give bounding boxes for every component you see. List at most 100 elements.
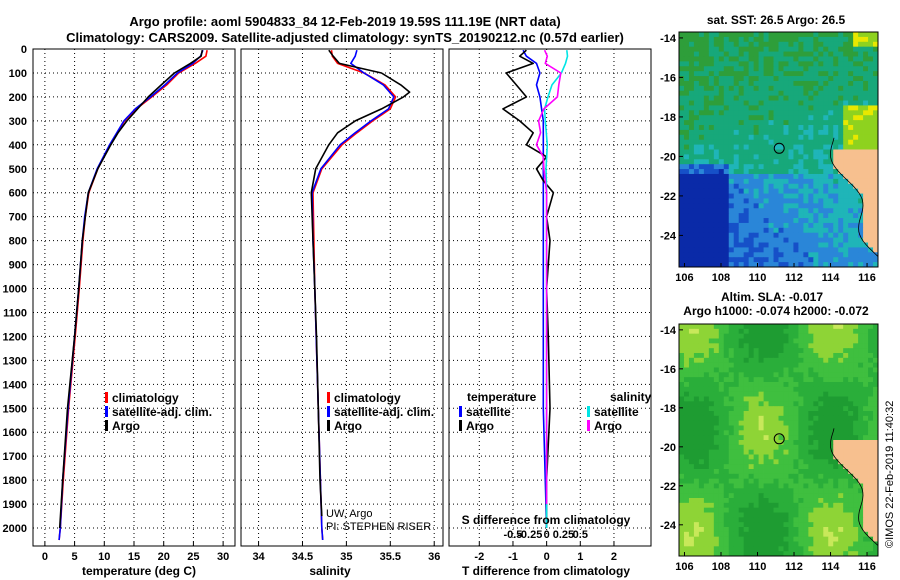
map-cell bbox=[818, 227, 824, 234]
map-cell bbox=[823, 328, 829, 335]
map-cell bbox=[733, 502, 740, 509]
map-cell bbox=[763, 333, 769, 339]
map-cell bbox=[688, 411, 695, 417]
map-cell bbox=[803, 449, 809, 455]
map-cell bbox=[823, 430, 829, 436]
map-cell bbox=[718, 435, 725, 441]
map-cell bbox=[863, 396, 869, 402]
map-cell bbox=[838, 372, 844, 378]
difference-grid bbox=[449, 49, 651, 546]
map-cell bbox=[708, 46, 715, 52]
map-cell bbox=[853, 464, 859, 470]
map-cell bbox=[818, 478, 824, 484]
map-cell bbox=[848, 164, 854, 170]
map-cell bbox=[868, 435, 874, 441]
map-cell bbox=[748, 71, 755, 77]
map-cell bbox=[793, 95, 799, 101]
map-cell bbox=[718, 498, 725, 504]
map-cell bbox=[768, 338, 774, 344]
map-cell bbox=[853, 353, 859, 359]
map-cell bbox=[828, 139, 834, 146]
map-cell bbox=[873, 252, 878, 258]
map-cell bbox=[763, 512, 769, 518]
map-cell bbox=[868, 512, 874, 518]
map-cell bbox=[683, 411, 690, 417]
map-cell bbox=[783, 32, 789, 38]
map-cell bbox=[768, 353, 774, 359]
map-cell bbox=[693, 169, 700, 175]
map-cell bbox=[778, 343, 784, 349]
map-cell bbox=[688, 232, 695, 239]
map-cell bbox=[763, 415, 769, 422]
map-cell bbox=[713, 522, 720, 528]
map-cell bbox=[843, 178, 849, 185]
map-cell bbox=[679, 120, 685, 126]
map-cell bbox=[868, 522, 874, 528]
map-cell bbox=[733, 338, 740, 344]
map-cell bbox=[778, 41, 784, 48]
map-cell bbox=[803, 144, 809, 150]
map-cell bbox=[818, 144, 824, 150]
map-cell bbox=[753, 237, 760, 243]
map-cell bbox=[798, 382, 804, 388]
map-cell bbox=[753, 507, 760, 513]
map-cell bbox=[828, 464, 834, 470]
map-cell bbox=[778, 208, 784, 214]
map-cell bbox=[813, 159, 819, 165]
map-cell bbox=[833, 411, 839, 417]
map-cell bbox=[728, 546, 735, 552]
map-cell bbox=[833, 536, 839, 542]
map-cell bbox=[873, 444, 878, 451]
map-cell bbox=[838, 454, 844, 460]
map-cell bbox=[728, 169, 735, 175]
map-cell bbox=[753, 242, 760, 248]
map-cell bbox=[858, 541, 864, 547]
map-cell bbox=[818, 411, 824, 417]
map-cell bbox=[818, 76, 824, 82]
map-cell bbox=[798, 208, 804, 214]
map-cell bbox=[788, 129, 794, 136]
map-cell bbox=[679, 100, 685, 106]
map-cell bbox=[693, 164, 700, 170]
map-cell bbox=[833, 247, 839, 253]
map-cell bbox=[753, 328, 760, 335]
map-cell bbox=[688, 406, 695, 412]
map-cell bbox=[863, 100, 869, 106]
map-cell bbox=[743, 478, 750, 484]
map-cell bbox=[693, 377, 700, 383]
map-cell bbox=[768, 95, 774, 101]
map-cell bbox=[843, 430, 849, 436]
map-cell bbox=[748, 227, 755, 234]
map-cell bbox=[868, 129, 874, 136]
map-cell bbox=[818, 208, 824, 214]
map-cell bbox=[763, 188, 769, 194]
map-cell bbox=[858, 51, 864, 57]
map-cell bbox=[743, 498, 750, 504]
map-cell bbox=[873, 459, 878, 465]
map-cell bbox=[848, 411, 854, 417]
map-cell bbox=[683, 372, 690, 378]
map-cell bbox=[803, 80, 809, 87]
map-cell bbox=[848, 32, 854, 38]
map-cell bbox=[788, 183, 794, 190]
map-cell bbox=[753, 262, 760, 267]
map-cell bbox=[733, 198, 740, 204]
map-cell bbox=[823, 218, 829, 224]
map-cell bbox=[763, 149, 769, 155]
map-cell bbox=[808, 391, 814, 397]
map-cell bbox=[803, 382, 809, 388]
map-cell bbox=[768, 324, 774, 330]
map-cell bbox=[738, 343, 745, 349]
map-cell bbox=[853, 164, 859, 170]
map-cell bbox=[808, 125, 814, 131]
map-cell bbox=[833, 198, 839, 204]
map-cell bbox=[873, 159, 878, 165]
map-cell bbox=[703, 333, 710, 339]
map-cell bbox=[738, 353, 745, 359]
map-cell bbox=[688, 71, 695, 77]
map-cell bbox=[813, 367, 819, 373]
map-cell bbox=[858, 66, 864, 72]
map-cell bbox=[838, 159, 844, 165]
map-cell bbox=[863, 80, 869, 87]
map-cell bbox=[773, 382, 779, 388]
